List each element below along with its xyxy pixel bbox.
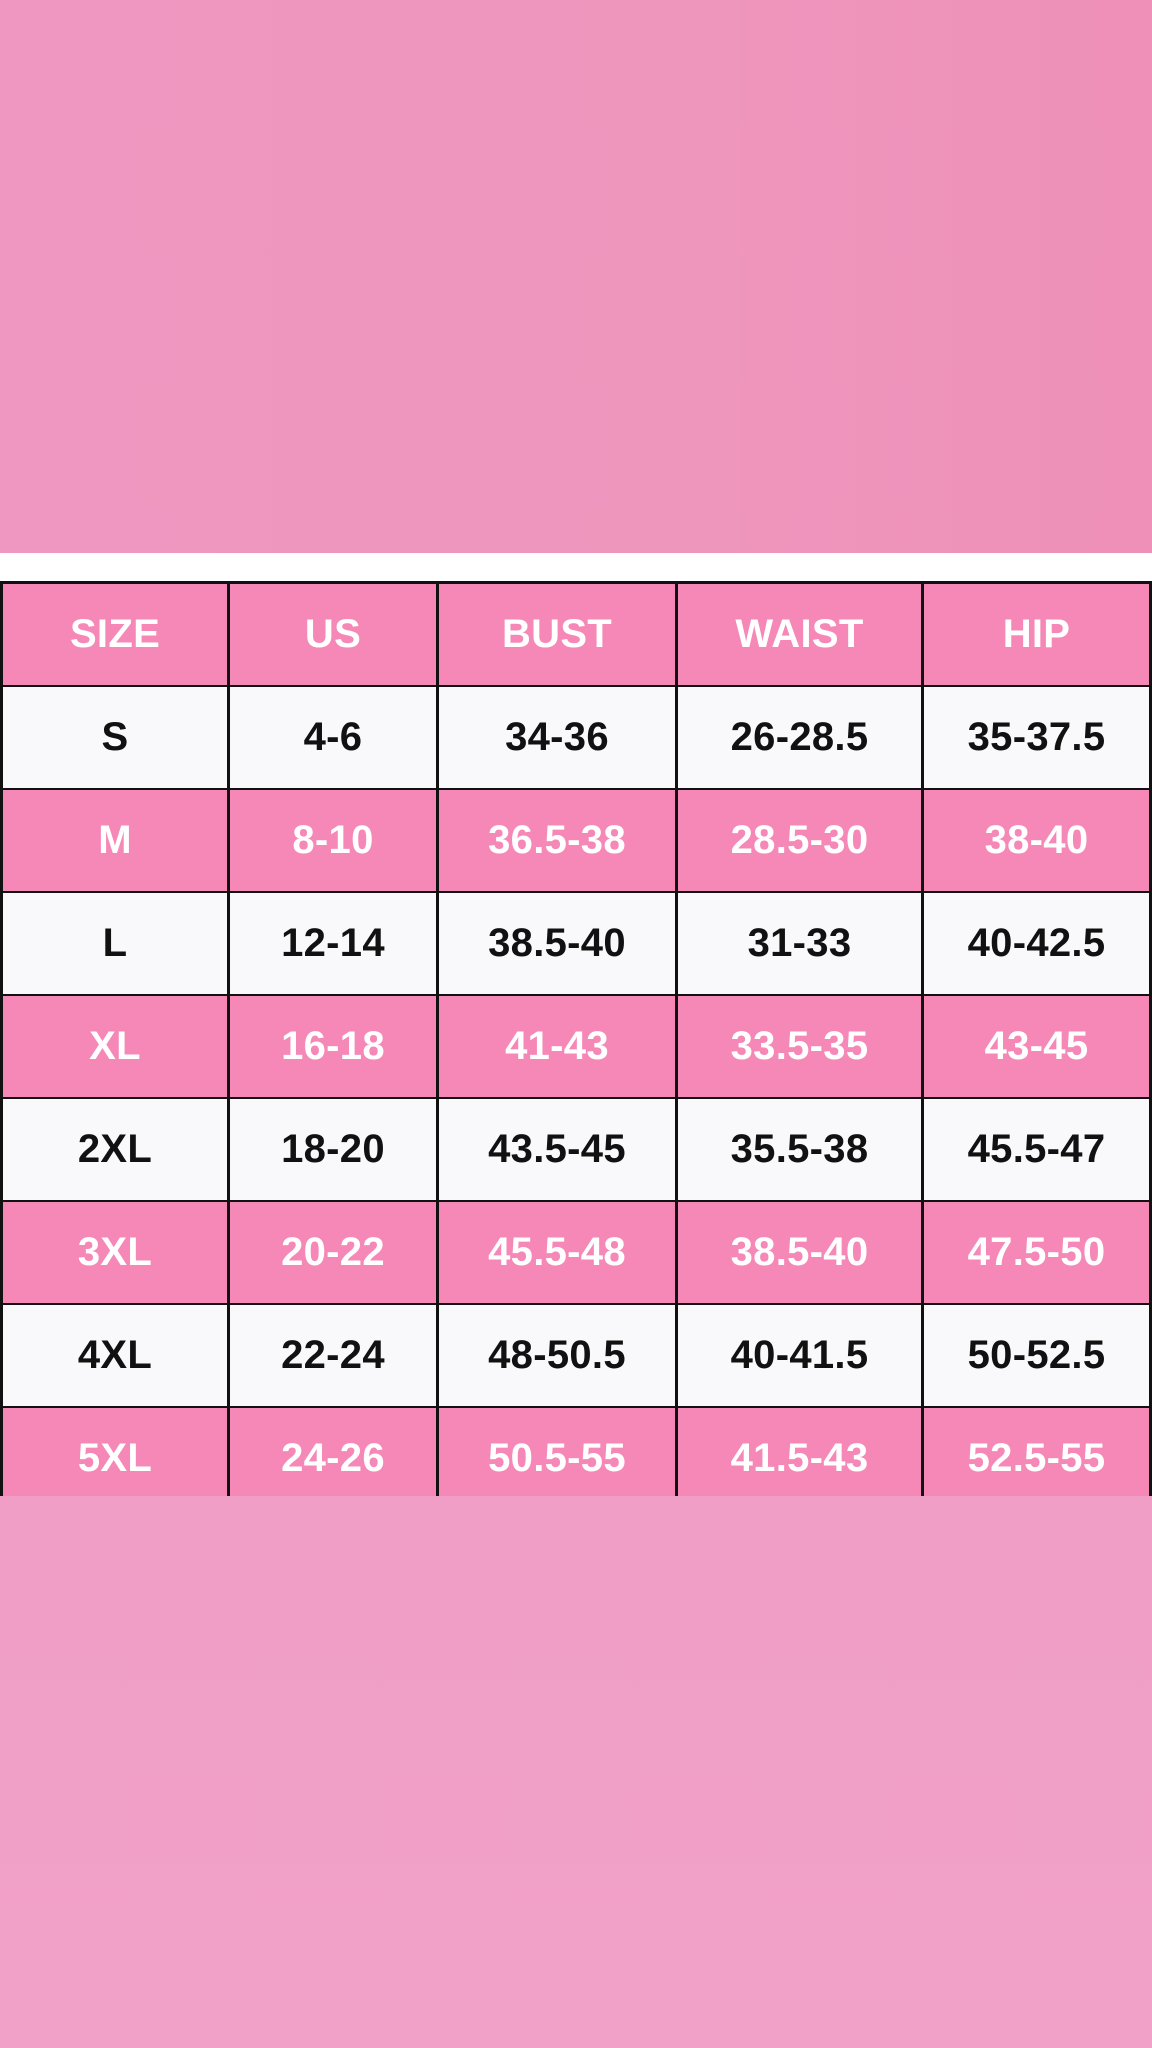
table-row: L 12-14 38.5-40 31-33 40-42.5: [0, 893, 1152, 994]
cell-size: 4XL: [3, 1305, 227, 1406]
cell-bust: 41-43: [439, 996, 675, 1097]
cell-us: 22-24: [230, 1305, 436, 1406]
cell-hip: 43-45: [924, 996, 1149, 1097]
cell-waist: 40-41.5: [678, 1305, 921, 1406]
cell-waist: 26-28.5: [678, 687, 921, 788]
cell-size: S: [3, 687, 227, 788]
cell-bust: 50.5-55: [439, 1408, 675, 1496]
cell-bust: 36.5-38: [439, 790, 675, 891]
cell-us: 18-20: [230, 1099, 436, 1200]
cell-us: 4-6: [230, 687, 436, 788]
cell-bust: 48-50.5: [439, 1305, 675, 1406]
size-chart-table: SIZE US BUST WAIST HIP S 4-6 34-36 26-28…: [0, 581, 1152, 1496]
cell-bust: 34-36: [439, 687, 675, 788]
cell-size: XL: [3, 996, 227, 1097]
cell-waist: 31-33: [678, 893, 921, 994]
cell-us: 24-26: [230, 1408, 436, 1496]
header-bust: BUST: [439, 584, 675, 685]
cell-size: M: [3, 790, 227, 891]
cell-bust: 45.5-48: [439, 1202, 675, 1303]
cell-waist: 38.5-40: [678, 1202, 921, 1303]
table-row: M 8-10 36.5-38 28.5-30 38-40: [0, 790, 1152, 891]
cell-us: 12-14: [230, 893, 436, 994]
bottom-pink-background: [0, 1496, 1152, 2048]
header-hip: HIP: [924, 584, 1149, 685]
top-pink-background: [0, 0, 1152, 553]
cell-size: L: [3, 893, 227, 994]
cell-hip: 45.5-47: [924, 1099, 1149, 1200]
cell-hip: 38-40: [924, 790, 1149, 891]
cell-hip: 52.5-55: [924, 1408, 1149, 1496]
table-row: 4XL 22-24 48-50.5 40-41.5 50-52.5: [0, 1305, 1152, 1406]
cell-size: 2XL: [3, 1099, 227, 1200]
cell-us: 20-22: [230, 1202, 436, 1303]
table-row: S 4-6 34-36 26-28.5 35-37.5: [0, 687, 1152, 788]
header-size: SIZE: [3, 584, 227, 685]
cell-waist: 33.5-35: [678, 996, 921, 1097]
cell-waist: 35.5-38: [678, 1099, 921, 1200]
white-divider: [0, 553, 1152, 581]
cell-bust: 38.5-40: [439, 893, 675, 994]
cell-hip: 47.5-50: [924, 1202, 1149, 1303]
cell-us: 8-10: [230, 790, 436, 891]
table-row: XL 16-18 41-43 33.5-35 43-45: [0, 996, 1152, 1097]
table-row: 3XL 20-22 45.5-48 38.5-40 47.5-50: [0, 1202, 1152, 1303]
cell-waist: 28.5-30: [678, 790, 921, 891]
cell-hip: 50-52.5: [924, 1305, 1149, 1406]
cell-size: 3XL: [3, 1202, 227, 1303]
table-header-row: SIZE US BUST WAIST HIP: [0, 584, 1152, 685]
cell-us: 16-18: [230, 996, 436, 1097]
cell-size: 5XL: [3, 1408, 227, 1496]
table-row: 5XL 24-26 50.5-55 41.5-43 52.5-55: [0, 1408, 1152, 1496]
cell-hip: 35-37.5: [924, 687, 1149, 788]
cell-bust: 43.5-45: [439, 1099, 675, 1200]
header-us: US: [230, 584, 436, 685]
cell-hip: 40-42.5: [924, 893, 1149, 994]
cell-waist: 41.5-43: [678, 1408, 921, 1496]
table-row: 2XL 18-20 43.5-45 35.5-38 45.5-47: [0, 1099, 1152, 1200]
header-waist: WAIST: [678, 584, 921, 685]
